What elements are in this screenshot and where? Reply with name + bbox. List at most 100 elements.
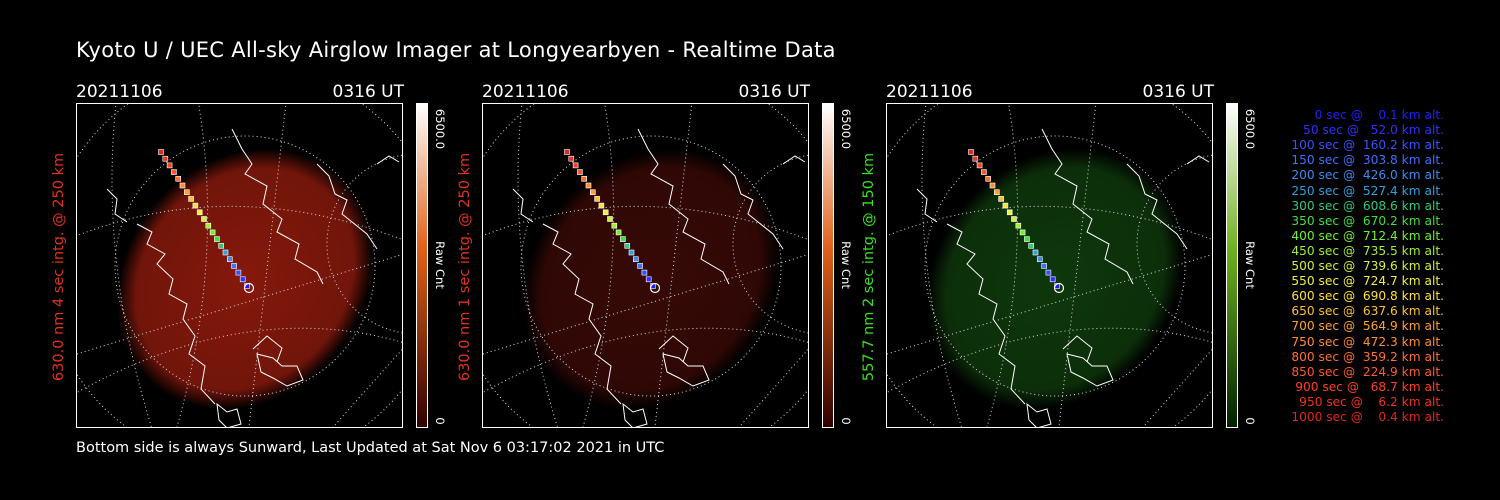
trajectory-point bbox=[214, 236, 220, 242]
colorbar-max: 6500.0 bbox=[433, 108, 447, 150]
page-title: Kyoto U / UEC All-sky Airglow Imager at … bbox=[76, 38, 836, 62]
trajectory-point bbox=[205, 222, 212, 229]
legend-row: 700 sec @ 564.9 km alt. bbox=[1287, 319, 1444, 334]
legend-row: 450 sec @ 735.5 km alt. bbox=[1287, 243, 1444, 258]
colorbar-unit: Raw Cnt bbox=[839, 241, 853, 289]
panel-ylabel: 630.0 nm 4 sec intg. @ 250 km bbox=[48, 104, 70, 429]
legend-row: 950 sec @ 6.2 km alt. bbox=[1295, 394, 1444, 409]
allsky-image bbox=[76, 103, 403, 428]
allsky-image bbox=[886, 103, 1213, 428]
trajectory-point bbox=[598, 202, 605, 209]
trajectory-point bbox=[209, 229, 216, 236]
trajectory-point bbox=[235, 269, 242, 276]
panel-ylabel-text: 557.7 nm 2 sec intg. @ 150 km bbox=[861, 152, 877, 381]
colorbar-min: 0 bbox=[839, 417, 853, 425]
legend-row: 550 sec @ 724.7 km alt. bbox=[1287, 274, 1444, 289]
legend-row: 50 sec @ 52.0 km alt. bbox=[1295, 123, 1444, 138]
trajectory-point bbox=[171, 169, 177, 175]
legend-row: 1000 sec @ 0.4 km alt. bbox=[1291, 410, 1444, 424]
legend-row: 400 sec @ 712.4 km alt. bbox=[1287, 228, 1444, 243]
trajectory-point bbox=[628, 249, 635, 256]
legend-row: 350 sec @ 670.2 km alt. bbox=[1287, 213, 1444, 228]
legend-row: 150 sec @ 303.8 km alt. bbox=[1287, 153, 1444, 168]
legend-row: 500 sec @ 739.6 km alt. bbox=[1287, 259, 1444, 273]
trajectory-point bbox=[998, 196, 1004, 202]
panel-630nm-1sec: 20211106 0316 UT 630.0 nm 1 sec intg. @ … bbox=[457, 80, 882, 430]
trajectory-point bbox=[968, 149, 974, 155]
trajectory-point bbox=[166, 162, 173, 169]
allsky-glow bbox=[926, 148, 1184, 410]
allsky-glow bbox=[522, 148, 780, 410]
trajectory-point bbox=[564, 149, 570, 155]
colorbar-unit: Raw Cnt bbox=[433, 241, 447, 289]
panel-time: 0316 UT bbox=[1142, 82, 1215, 102]
colorbar bbox=[1226, 103, 1238, 428]
legend-row: 300 sec @ 608.6 km alt. bbox=[1287, 198, 1444, 213]
trajectory-point bbox=[1015, 222, 1022, 229]
trajectory-point bbox=[620, 236, 626, 242]
colorbar-unit: Raw Cnt bbox=[1243, 241, 1257, 289]
panel-date: 20211106 bbox=[482, 82, 569, 102]
legend-row: 100 sec @ 160.2 km alt. bbox=[1287, 138, 1444, 153]
colorbar bbox=[822, 103, 834, 428]
legend-row: 250 sec @ 527.4 km alt. bbox=[1287, 183, 1444, 198]
panel-time: 0316 UT bbox=[738, 82, 811, 102]
trajectory-point bbox=[227, 256, 233, 262]
allsky-map bbox=[887, 104, 1212, 427]
trajectory-point bbox=[641, 269, 648, 276]
trajectory-point bbox=[590, 189, 596, 195]
trajectory-point bbox=[1028, 243, 1034, 249]
trajectory-point bbox=[577, 169, 583, 175]
trajectory-point bbox=[1006, 209, 1013, 216]
trajectory-point bbox=[1019, 229, 1026, 236]
trajectory-point bbox=[175, 176, 181, 182]
panel-ylabel-text: 630.0 nm 1 sec intg. @ 250 km bbox=[457, 152, 473, 381]
trajectory-point bbox=[615, 229, 622, 236]
legend-row: 900 sec @ 68.7 km alt. bbox=[1291, 379, 1444, 394]
trajectory-point bbox=[607, 216, 613, 222]
allsky-map bbox=[483, 104, 808, 427]
trajectory-point bbox=[222, 249, 229, 256]
trajectory-point bbox=[624, 243, 630, 249]
trajectory-point bbox=[201, 216, 207, 222]
legend-row: 800 sec @ 359.2 km alt. bbox=[1287, 349, 1444, 364]
allsky-image bbox=[482, 103, 809, 428]
trajectory-point bbox=[1011, 216, 1017, 222]
legend-row: 0 sec @ 0.1 km alt. bbox=[1303, 108, 1444, 122]
trajectory-point bbox=[568, 155, 575, 162]
trajectory-point bbox=[602, 209, 609, 216]
panel-557nm-2sec: 20211106 0316 UT 557.7 nm 2 sec intg. @ … bbox=[861, 80, 1286, 430]
panel-630nm-4sec: 20211106 0316 UT 630.0 nm 4 sec intg. @ … bbox=[51, 80, 476, 430]
legend-row: 750 sec @ 472.3 km alt. bbox=[1287, 334, 1444, 349]
trajectory-point bbox=[972, 155, 979, 162]
colorbar bbox=[416, 103, 428, 428]
panel-ylabel: 630.0 nm 1 sec intg. @ 250 km bbox=[454, 104, 476, 429]
trajectory-point bbox=[162, 155, 169, 162]
allsky-glow bbox=[116, 148, 374, 410]
trajectory-point bbox=[231, 263, 237, 269]
trajectory-point bbox=[637, 263, 643, 269]
trajectory-point bbox=[976, 162, 983, 169]
panel-ylabel-text: 630.0 nm 4 sec intg. @ 250 km bbox=[51, 152, 67, 381]
trajectory-point bbox=[611, 222, 618, 229]
trajectory-point bbox=[1024, 236, 1030, 242]
trajectory-point bbox=[981, 169, 987, 175]
colorbar-max: 6500.0 bbox=[1243, 108, 1257, 150]
colorbar-min: 0 bbox=[1243, 417, 1257, 425]
trajectory-point bbox=[985, 176, 991, 182]
trajectory-point bbox=[1037, 256, 1043, 262]
panel-date: 20211106 bbox=[886, 82, 973, 102]
colorbar-min: 0 bbox=[433, 417, 447, 425]
trajectory-point bbox=[184, 189, 190, 195]
trajectory-point bbox=[158, 149, 164, 155]
legend-row: 850 sec @ 224.9 km alt. bbox=[1287, 364, 1444, 379]
panel-date: 20211106 bbox=[76, 82, 163, 102]
trajectory-point bbox=[1041, 263, 1047, 269]
trajectory-point bbox=[989, 182, 996, 189]
trajectory-point bbox=[994, 189, 1000, 195]
trajectory-point bbox=[572, 162, 579, 169]
trajectory-point bbox=[218, 243, 224, 249]
legend-row: 600 sec @ 690.8 km alt. bbox=[1287, 289, 1444, 304]
panel-time: 0316 UT bbox=[332, 82, 405, 102]
trajectory-point bbox=[581, 176, 587, 182]
